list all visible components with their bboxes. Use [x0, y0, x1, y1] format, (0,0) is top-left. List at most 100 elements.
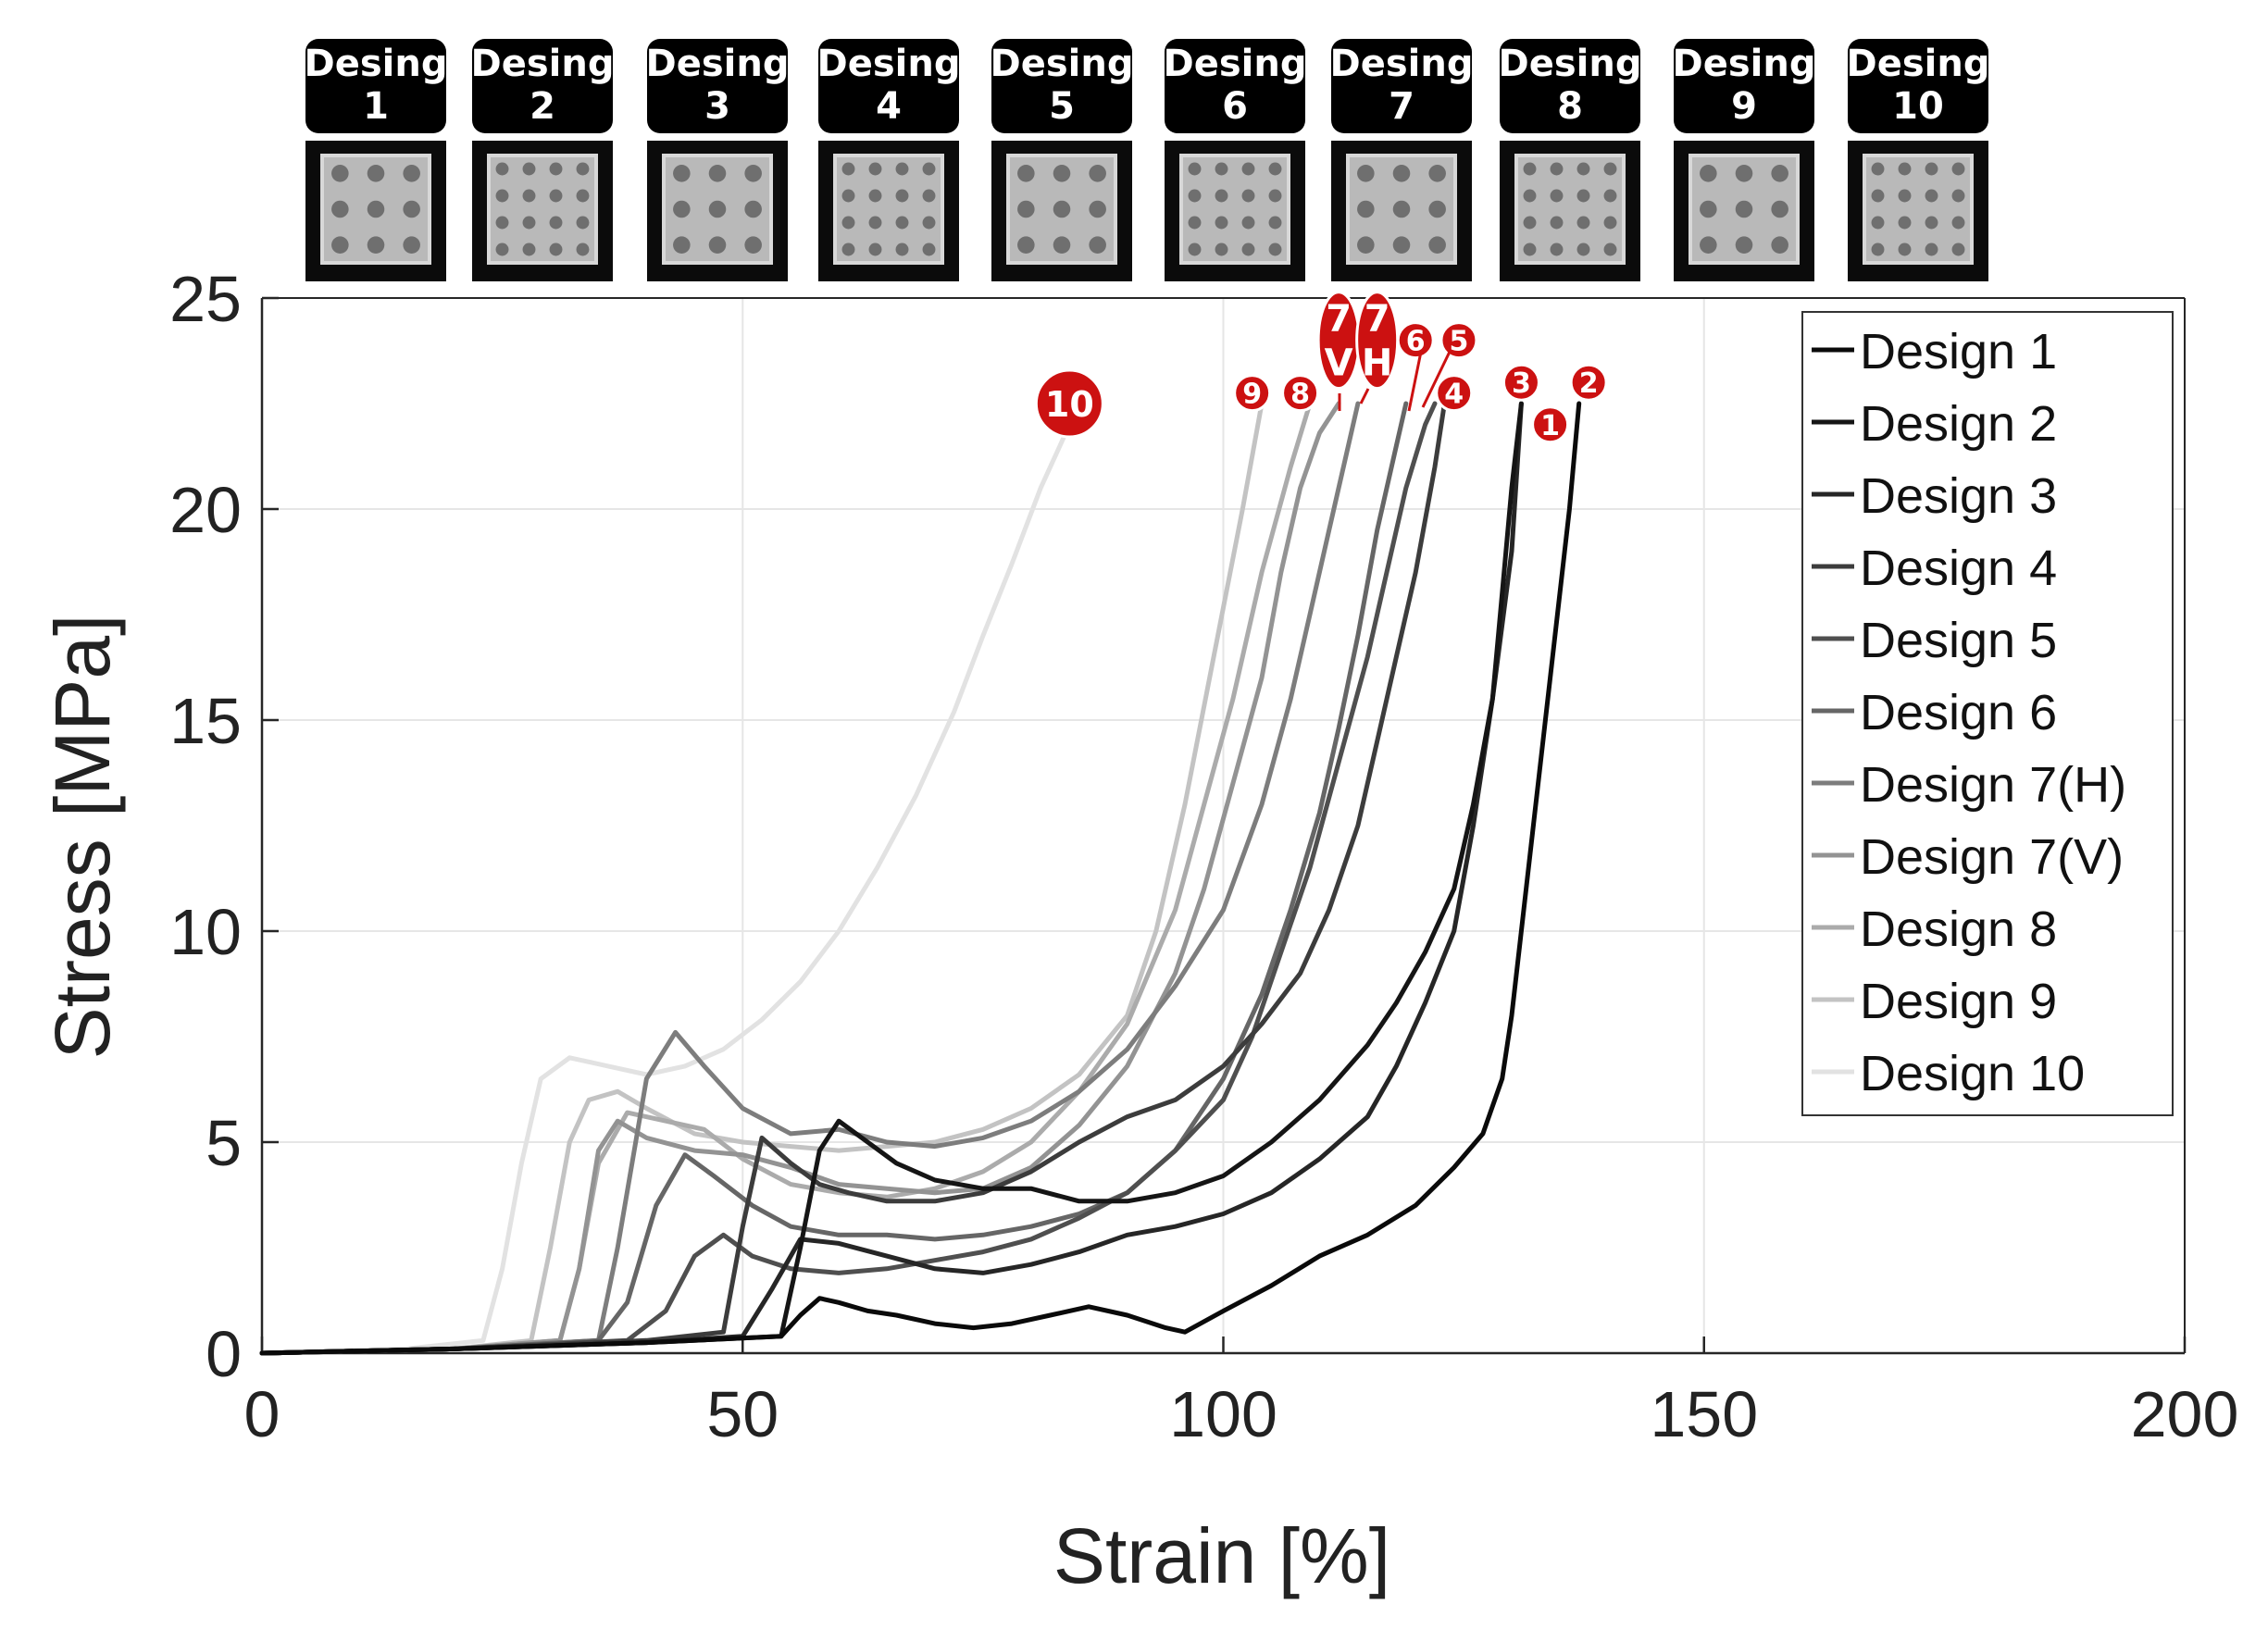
design-photo-pore — [1603, 189, 1617, 203]
design-photo-pore — [1576, 189, 1590, 203]
design-photo-pore — [1357, 236, 1375, 254]
design-photo-pore — [1550, 216, 1564, 230]
design-photo-pore — [522, 162, 536, 176]
design-photo-pore — [868, 242, 882, 256]
design-title-word: Desing — [991, 43, 1134, 85]
design-photo-pore — [1268, 242, 1282, 256]
design-photo-pore — [895, 162, 909, 176]
design-panel: Desing1Desing2Desing3Desing4Desing5Desin… — [305, 39, 1989, 281]
design-photo-pore — [1188, 189, 1202, 203]
marker-number: 1 — [1540, 410, 1560, 442]
design-title-number: 10 — [1892, 85, 1944, 128]
design-photo-pore — [673, 236, 691, 254]
marker-circle — [1233, 374, 1272, 413]
legend-label: Design 2 — [1860, 396, 2057, 452]
design-photo-pore — [895, 216, 909, 230]
design-title-word: Desing — [1164, 43, 1307, 85]
design-photo-pore — [1215, 189, 1228, 203]
design-photo-pore — [367, 236, 385, 254]
marker-number: 9 — [1242, 379, 1262, 411]
design-title-word: Desing — [305, 43, 448, 85]
design-photo-pore — [1268, 216, 1282, 230]
design-photo-pore — [1241, 189, 1255, 203]
series-line-design-10 — [259, 422, 1072, 1356]
design-title-number: 8 — [1557, 85, 1583, 128]
y-tick-label: 25 — [169, 263, 242, 335]
legend-label: Design 7(V) — [1860, 829, 2124, 885]
y-tick-label: 15 — [169, 685, 242, 757]
design-photo-pore — [1268, 189, 1282, 203]
marker-circle — [1435, 374, 1474, 413]
failure-marker-6: 6 — [1396, 321, 1435, 360]
x-tick-label: 200 — [2131, 1378, 2239, 1450]
series-line-design-4 — [259, 401, 1447, 1356]
x-tick-label: 50 — [706, 1378, 779, 1450]
marker-number: 2 — [1579, 367, 1599, 400]
legend-label: Design 10 — [1860, 1046, 2085, 1101]
design-photo-pore — [367, 200, 385, 218]
design-title-plate — [472, 39, 613, 133]
series-line-design-7-v — [259, 401, 1341, 1356]
marker-number: 7 — [1365, 298, 1390, 341]
legend-label: Design 4 — [1860, 541, 2057, 596]
failure-marker-5: 5 — [1439, 321, 1478, 360]
marker-number: 8 — [1290, 379, 1310, 411]
design-photo-pore — [1576, 162, 1590, 176]
design-photo-pore — [1089, 165, 1106, 182]
legend-label: Design 5 — [1860, 613, 2057, 668]
design-photo-pore — [1392, 236, 1411, 254]
design-photo-pore — [367, 165, 385, 182]
design-photo-pore — [1550, 162, 1564, 176]
series-line-design-5 — [259, 401, 1438, 1356]
design-title-number: 9 — [1731, 85, 1757, 128]
design-title-number: 5 — [1049, 85, 1075, 128]
design-photo-pore — [895, 189, 909, 203]
design-title-plate — [818, 39, 959, 133]
design-photo-pore — [841, 242, 855, 256]
design-photo-pore — [708, 200, 727, 218]
design-photo-pore — [922, 189, 936, 203]
marker-circle — [1502, 363, 1540, 402]
legend-item: Design 3 — [1812, 468, 2057, 524]
y-tick-label: 0 — [206, 1318, 242, 1390]
design-photo-pore — [868, 162, 882, 176]
failure-marker-7h: 7H — [1355, 291, 1400, 391]
marker-sub: H — [1362, 342, 1392, 385]
design-title-word: Desing — [1330, 43, 1474, 85]
design-photo-pore — [1771, 165, 1788, 182]
design-photo-pore — [549, 189, 563, 203]
x-tick-label: 0 — [244, 1378, 280, 1450]
design-title-word: Desing — [1673, 43, 1816, 85]
legend-item: Design 5 — [1812, 613, 2057, 668]
legend-item: Design 7(V) — [1812, 829, 2124, 885]
design-photo-pore — [522, 242, 536, 256]
design-photo-pore — [868, 216, 882, 230]
legend-box — [1801, 311, 2174, 1116]
design-photo-pore — [331, 236, 349, 254]
failure-marker-2: 2 — [1569, 363, 1608, 402]
legend-label: Design 1 — [1860, 324, 2057, 379]
design-photo-pore — [1925, 216, 1938, 230]
design-photo-pore — [1871, 242, 1885, 256]
series-line-design-6 — [259, 401, 1409, 1356]
design-photo-pore — [1951, 242, 1965, 256]
x-tick-label: 150 — [1650, 1378, 1758, 1450]
legend-label: Design 8 — [1860, 901, 2057, 957]
design-photo-pore — [1392, 200, 1411, 218]
design-photo-pore — [1925, 162, 1938, 176]
legend-item: Design 10 — [1812, 1046, 2085, 1101]
design-photo-pore — [1898, 162, 1912, 176]
design-photo-pore — [673, 200, 691, 218]
design-title-number: 2 — [530, 85, 555, 128]
design-photo-pore — [1871, 189, 1885, 203]
design-photo-pore — [1089, 236, 1106, 254]
design-photo-pore — [1215, 216, 1228, 230]
marker-arrow — [1359, 388, 1370, 404]
marker-arrow — [1421, 351, 1452, 408]
y-tick-label: 5 — [206, 1107, 242, 1179]
design-photo-pore — [1735, 200, 1753, 218]
